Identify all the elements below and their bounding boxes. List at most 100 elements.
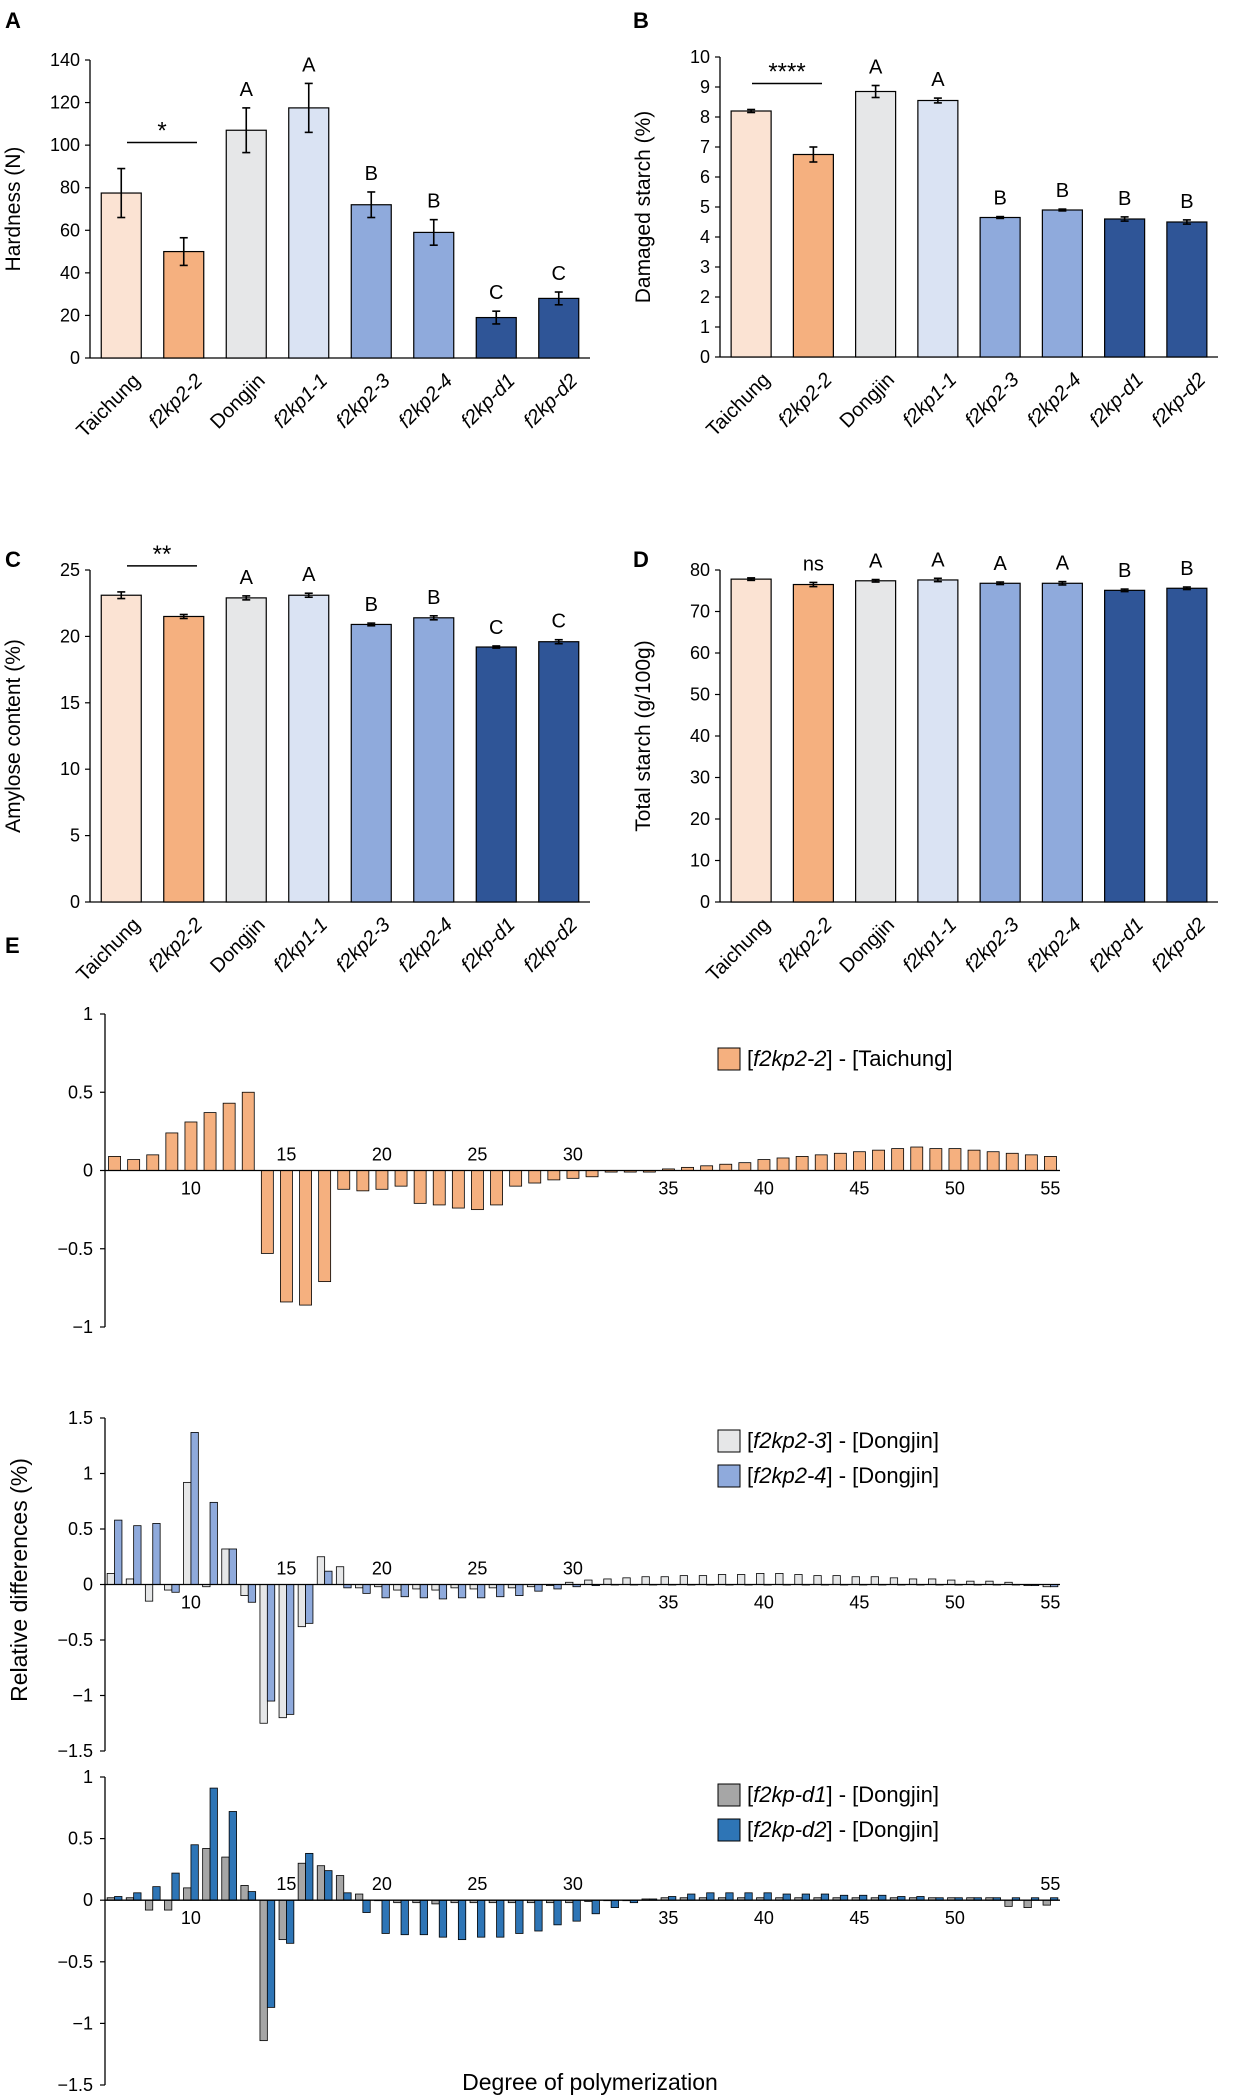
bar <box>393 1584 402 1591</box>
bar <box>413 1170 427 1204</box>
bar <box>343 1892 352 1901</box>
bar <box>775 1573 784 1585</box>
significance-letter: A <box>869 57 883 79</box>
y-tick-label: 8 <box>700 107 710 127</box>
bar <box>259 1899 268 2042</box>
bar <box>534 1584 543 1592</box>
bar <box>782 1893 791 1901</box>
bar <box>820 1893 830 1901</box>
significance-letter: B <box>427 191 440 213</box>
bar <box>855 580 897 903</box>
x-tick-label: 45 <box>849 1179 869 1199</box>
y-tick-label: 0 <box>700 892 710 912</box>
y-tick-label: 0.5 <box>68 1829 93 1849</box>
bar <box>114 1519 123 1585</box>
significance-letter: B <box>1118 560 1131 582</box>
x-category-label: f2kp-d1 <box>1085 914 1148 977</box>
x-category-label: Taichung <box>702 369 774 441</box>
legend-text-part: f2kp2-3 <box>753 1428 827 1453</box>
significance-letter: B <box>1180 558 1193 580</box>
bar <box>209 1501 218 1585</box>
bar <box>259 1584 268 1724</box>
bar <box>870 1576 879 1585</box>
bar <box>1104 589 1146 903</box>
y-tick-label: −1 <box>72 1686 93 1706</box>
bar <box>299 1170 312 1306</box>
x-category-label: f2kp2-4 <box>1023 914 1086 977</box>
y-tick-label: 0 <box>83 1890 93 1910</box>
bar <box>889 1577 899 1585</box>
y-tick-label: 30 <box>690 768 710 788</box>
y-tick-label: 140 <box>50 50 80 70</box>
y-tick-label: 20 <box>690 809 710 829</box>
x-category-label: Dongjin <box>206 370 270 434</box>
y-tick-label: −1 <box>72 2013 93 2033</box>
significance-letter: A <box>240 567 254 589</box>
bar <box>622 1577 631 1585</box>
bar <box>584 1579 593 1585</box>
bar <box>278 1584 287 1719</box>
bar <box>794 1574 803 1585</box>
y-tick-label: 20 <box>60 626 80 646</box>
bar <box>1023 1899 1032 1908</box>
y-tick-label: 0.5 <box>68 1519 93 1539</box>
bar <box>469 1584 478 1590</box>
bar <box>152 1523 161 1585</box>
bar <box>203 1112 217 1171</box>
bar <box>324 1570 333 1585</box>
bar <box>222 1102 236 1171</box>
x-tick-label: 35 <box>658 1179 678 1199</box>
x-tick-label: 15 <box>276 1874 296 1894</box>
legend-swatch <box>717 1464 741 1488</box>
panel-letter: A <box>5 8 21 33</box>
bar <box>496 1584 505 1598</box>
bar <box>917 579 959 903</box>
bar <box>660 1576 669 1585</box>
bar <box>190 1432 199 1585</box>
bar <box>144 1584 154 1602</box>
significance-letter: A <box>993 553 1007 575</box>
x-category-label: f2kp-d2 <box>1148 369 1211 432</box>
legend-item: [f2kp2-3] - [Dongjin] <box>717 1428 939 1453</box>
bar <box>947 1579 956 1585</box>
x-category-label: f2kp-d1 <box>457 370 520 433</box>
legend-label: [f2kp-d1] - [Dongjin] <box>747 1782 939 1807</box>
panel-d: D 0 10 20 30 40 50 60 70 80 Total starch (g/100g) T… <box>632 547 1218 986</box>
x-tick-label: 30 <box>563 1145 583 1165</box>
bar <box>490 1170 503 1206</box>
y-tick-label: −0.5 <box>57 1630 93 1650</box>
x-tick-label: 55 <box>1040 1179 1060 1199</box>
y-tick-label: 0 <box>83 1161 93 1181</box>
bar <box>247 1891 257 1901</box>
bar <box>477 1899 486 1938</box>
significance-letter: A <box>1056 553 1070 575</box>
legend-label: [f2kp2-3] - [Dongjin] <box>747 1428 939 1453</box>
bar <box>878 1894 887 1901</box>
significance-letter: B <box>1180 191 1193 213</box>
x-category-label: f2kp1-1 <box>899 914 962 977</box>
y-tick-label: 10 <box>60 759 80 779</box>
bar <box>228 1811 237 1901</box>
bar <box>305 1852 314 1901</box>
x-tick-label: 15 <box>276 1145 296 1165</box>
bar <box>553 1584 562 1590</box>
bar <box>400 1584 409 1598</box>
bar <box>316 1556 326 1585</box>
panel-letter: C <box>5 547 21 572</box>
x-tick-label: 20 <box>372 1874 392 1894</box>
legend-swatch <box>717 1429 741 1453</box>
bar <box>381 1899 390 1934</box>
bar <box>133 1525 142 1585</box>
bar <box>719 1163 733 1171</box>
bar <box>297 1862 306 1901</box>
bar <box>241 1091 255 1171</box>
subplot-3: 1 0.5 0 −0.5 −1 −1.5 15 20 25 30 55 10 35 40 45 50 [f2kp… <box>57 1767 1060 2095</box>
y-tick-label: 100 <box>50 135 80 155</box>
subplot-1: 1 0.5 0 −0.5 −1 15 20 25 30 10 35 40 45 50 55 [f2kp2-2]… <box>57 1004 1060 1337</box>
bar <box>165 1132 179 1171</box>
bar <box>163 250 205 359</box>
y-tick-label: 9 <box>700 77 710 97</box>
x-tick-label: 10 <box>181 1593 201 1613</box>
y-tick-label: 3 <box>700 257 710 277</box>
